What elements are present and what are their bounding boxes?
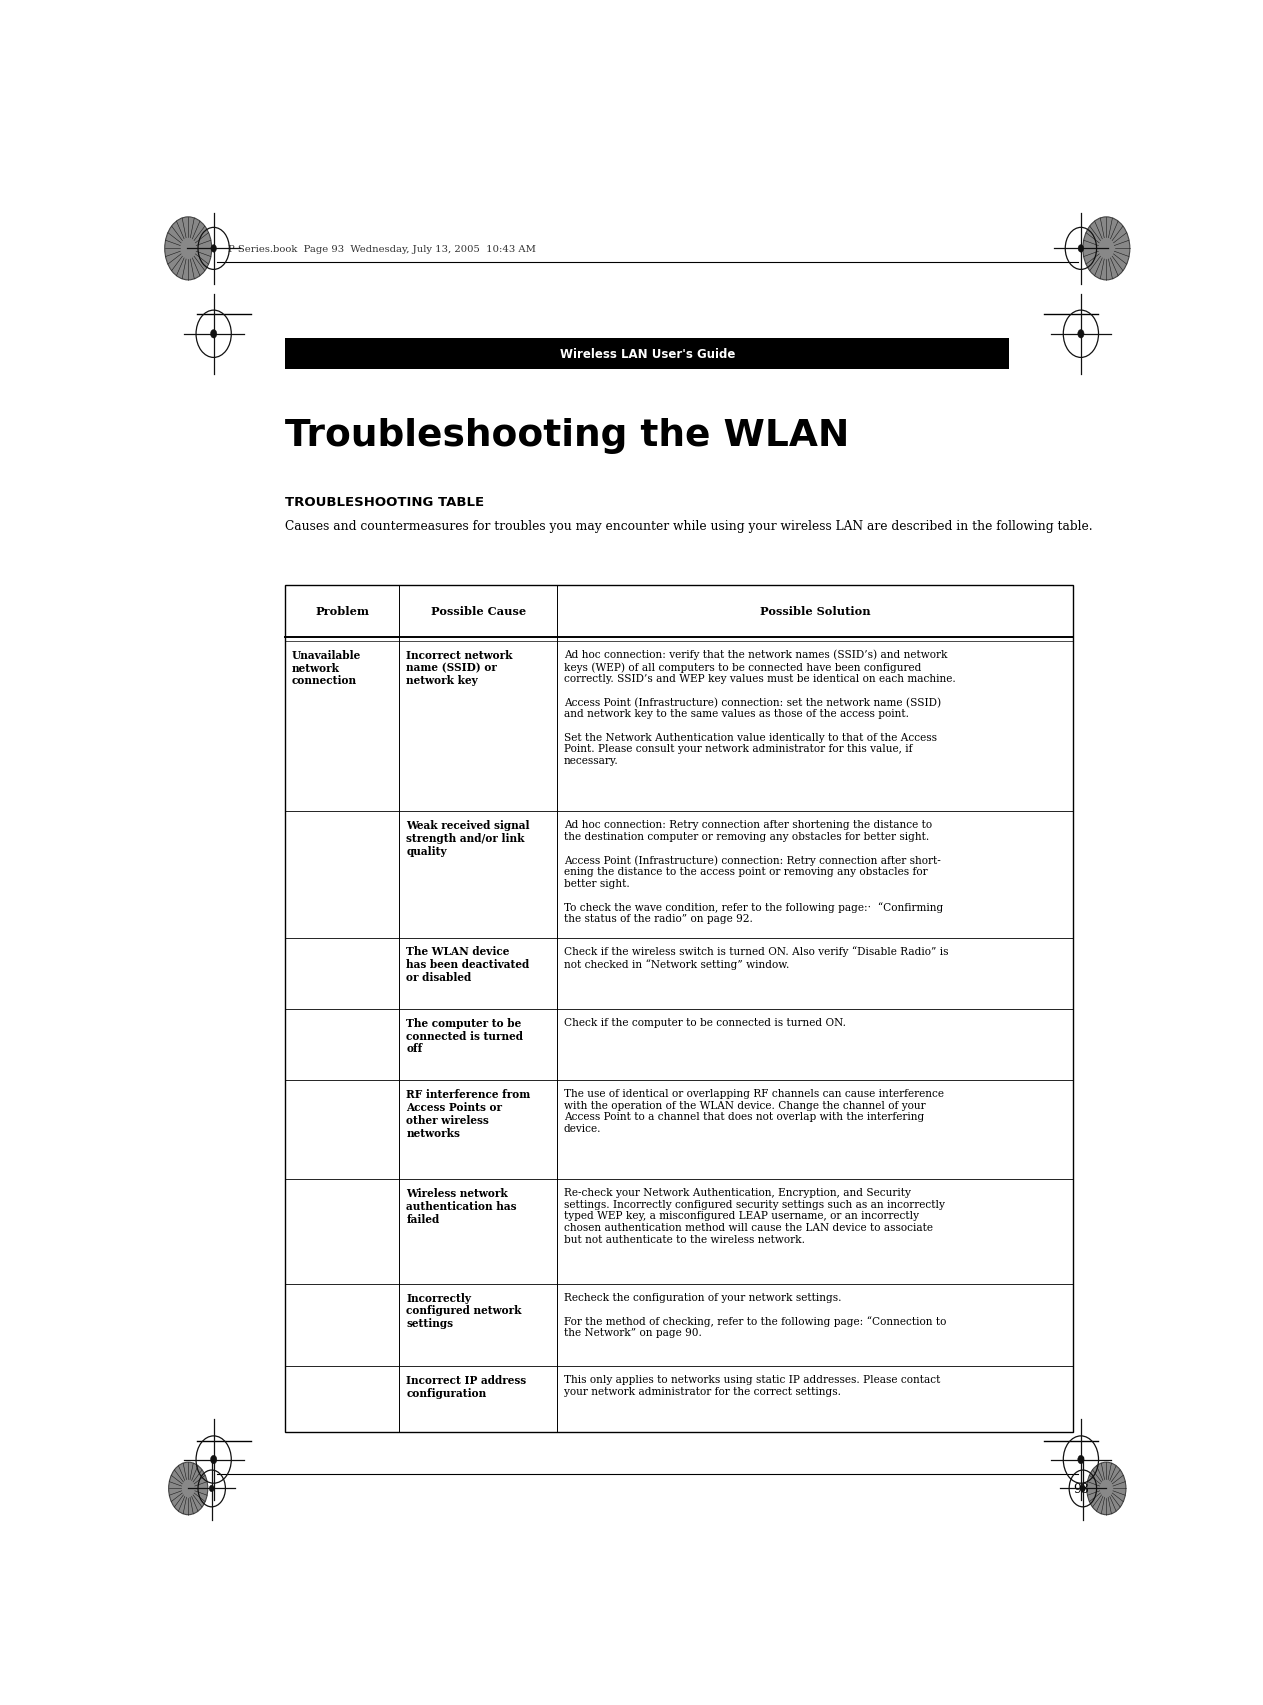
Circle shape: [1086, 1463, 1125, 1514]
Circle shape: [1082, 218, 1130, 281]
Text: Unavailable
network
connection: Unavailable network connection: [292, 650, 361, 685]
Text: TROUBLESHOOTING TABLE: TROUBLESHOOTING TABLE: [285, 496, 484, 510]
Text: Incorrectly
configured network
settings: Incorrectly configured network settings: [407, 1292, 522, 1328]
Text: Possible Cause: Possible Cause: [431, 605, 525, 617]
Text: The WLAN device
has been deactivated
or disabled: The WLAN device has been deactivated or …: [407, 946, 529, 982]
Text: The computer to be
connected is turned
off: The computer to be connected is turned o…: [407, 1018, 523, 1054]
Text: RF interference from
Access Points or
other wireless
networks: RF interference from Access Points or ot…: [407, 1088, 530, 1137]
Text: 93: 93: [1074, 1482, 1089, 1495]
Circle shape: [210, 1485, 215, 1492]
Circle shape: [1077, 1456, 1084, 1465]
Text: Incorrect IP address
configuration: Incorrect IP address configuration: [407, 1374, 527, 1398]
Circle shape: [164, 218, 212, 281]
Text: Problem: Problem: [316, 605, 369, 617]
Circle shape: [211, 331, 217, 339]
Circle shape: [1080, 1485, 1085, 1492]
Circle shape: [1079, 246, 1084, 252]
Circle shape: [211, 1456, 217, 1465]
Text: The use of identical or overlapping RF channels can cause interference
with the : The use of identical or overlapping RF c…: [563, 1088, 943, 1134]
Text: Re-check your Network Authentication, Encryption, and Security
settings. Incorre: Re-check your Network Authentication, En…: [563, 1187, 945, 1245]
Circle shape: [169, 1463, 208, 1514]
Circle shape: [1077, 331, 1084, 339]
Text: Weak received signal
strength and/or link
quality: Weak received signal strength and/or lin…: [407, 820, 529, 856]
Text: Recheck the configuration of your network settings.

For the method of checking,: Recheck the configuration of your networ…: [563, 1292, 946, 1337]
Text: Wireless LAN User's Guide: Wireless LAN User's Guide: [560, 348, 735, 361]
Text: Check if the computer to be connected is turned ON.: Check if the computer to be connected is…: [563, 1018, 846, 1026]
Text: Possible Solution: Possible Solution: [760, 605, 870, 617]
Text: Ad hoc connection: Retry connection after shortening the distance to
the destina: Ad hoc connection: Retry connection afte…: [563, 820, 943, 924]
Text: Ad hoc connection: verify that the network names (SSID’s) and network
keys (WEP): Ad hoc connection: verify that the netwo…: [563, 650, 956, 766]
Circle shape: [211, 246, 216, 252]
Text: Troubleshooting the WLAN: Troubleshooting the WLAN: [285, 418, 850, 454]
Text: Causes and countermeasures for troubles you may encounter while using your wirel: Causes and countermeasures for troubles …: [285, 520, 1092, 532]
FancyBboxPatch shape: [285, 339, 1009, 370]
Text: Wireless network
authentication has
failed: Wireless network authentication has fail…: [407, 1187, 517, 1224]
Text: This only applies to networks using static IP addresses. Please contact
your net: This only applies to networks using stat…: [563, 1374, 940, 1396]
Text: P Series.book  Page 93  Wednesday, July 13, 2005  10:43 AM: P Series.book Page 93 Wednesday, July 13…: [229, 246, 537, 254]
Text: Check if the wireless switch is turned ON. Also verify “Disable Radio” is
not ch: Check if the wireless switch is turned O…: [563, 946, 949, 968]
Text: Incorrect network
name (SSID) or
network key: Incorrect network name (SSID) or network…: [407, 650, 513, 685]
